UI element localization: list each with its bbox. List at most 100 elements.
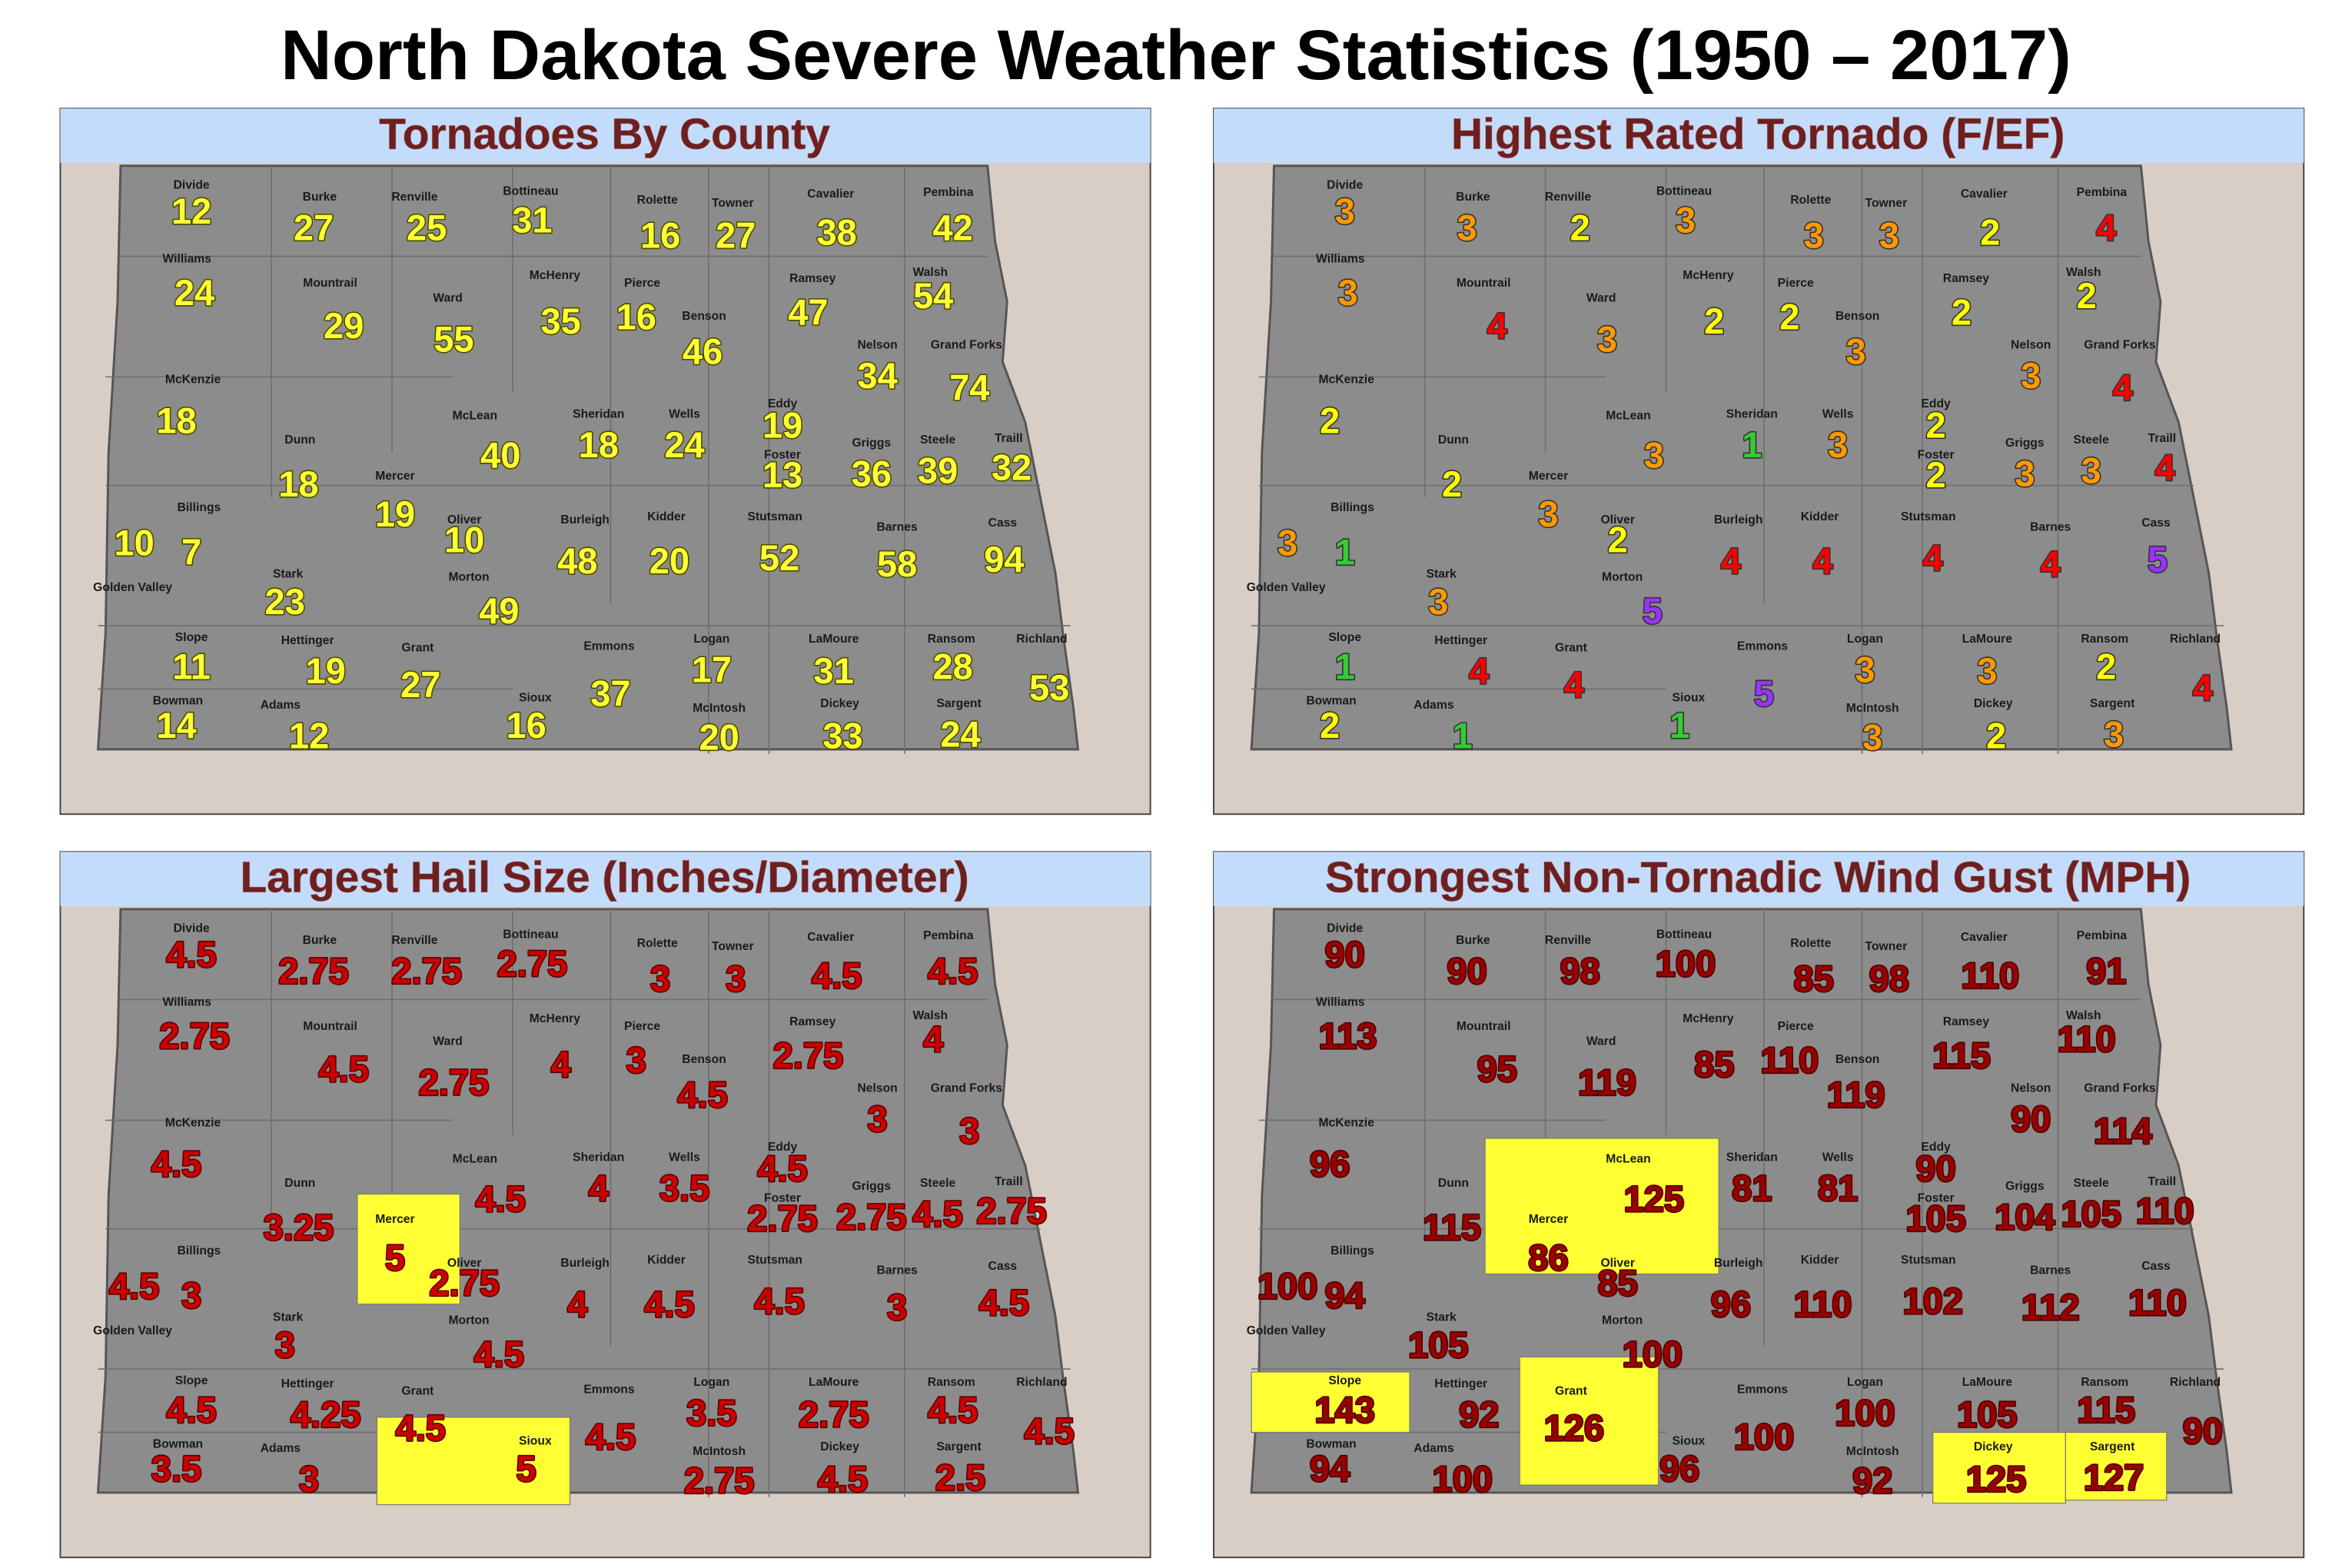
map-panel: Strongest Non-Tornadic Wind Gust (MPH) Di… xyxy=(1213,851,2305,1559)
county-value: 100 xyxy=(1656,943,1716,984)
county-value: 2 xyxy=(2077,275,2097,316)
county-value: 92 xyxy=(1852,1460,1892,1501)
county-value: 2.75 xyxy=(747,1198,818,1238)
county-name: McKenzie xyxy=(1318,373,1374,386)
county-name: Cass xyxy=(2141,1260,2171,1273)
county-name: Renville xyxy=(1545,191,1591,204)
county-value: 100 xyxy=(1835,1392,1895,1433)
county-value: 113 xyxy=(1319,1015,1377,1056)
county-value: 2.75 xyxy=(799,1394,869,1434)
county-value: 3 xyxy=(1846,331,1866,371)
county-value: 110 xyxy=(2128,1282,2187,1323)
county-name: Cavalier xyxy=(1961,931,2008,944)
county-name: Dunn xyxy=(1438,1177,1469,1190)
county-name: Kidder xyxy=(647,1254,686,1267)
county-value: 3 xyxy=(2081,450,2101,490)
county-name: Grant xyxy=(1555,642,1588,655)
county-name: Towner xyxy=(712,940,754,953)
county-value: 2.75 xyxy=(429,1263,500,1304)
county-value: 126 xyxy=(1544,1407,1605,1448)
county-name: Pierce xyxy=(624,277,660,290)
county-value: 95 xyxy=(1477,1048,1517,1089)
county-name: Pierce xyxy=(624,1020,660,1033)
county-name: Wells xyxy=(1822,1151,1854,1164)
county-value: 4.5 xyxy=(912,1193,962,1234)
county-name: Sioux xyxy=(519,1434,552,1447)
county-name: Sheridan xyxy=(573,408,624,421)
county-value: 143 xyxy=(1314,1389,1375,1430)
main-title: North Dakota Severe Weather Statistics (… xyxy=(281,15,2071,95)
county-value: 3 xyxy=(1277,523,1297,563)
title-band xyxy=(60,108,1151,163)
county-name: Foster xyxy=(1918,1192,1955,1205)
county-name: Bowman xyxy=(1306,694,1356,707)
county-value: 3 xyxy=(2021,355,2041,396)
county-name: Foster xyxy=(764,1192,801,1205)
county-name: Grant xyxy=(401,1385,434,1398)
county-value: 3 xyxy=(1597,319,1617,360)
county-name: Sioux xyxy=(1673,1434,1706,1447)
county-name: McLean xyxy=(453,1153,497,1166)
county-name: Pembina xyxy=(2077,929,2128,942)
county-name: Richland xyxy=(1016,633,1067,646)
county-value: 49 xyxy=(479,590,519,631)
county-value: 4 xyxy=(2193,667,2213,708)
county-name: Stark xyxy=(1427,567,1457,580)
county-name: Grand Forks xyxy=(2084,1081,2156,1095)
county-value: 98 xyxy=(1560,951,1600,992)
county-value: 53 xyxy=(1029,667,1069,708)
county-name: Divide xyxy=(1327,922,1363,935)
county-name: McLean xyxy=(453,410,497,423)
panel-title: Tornadoes By County xyxy=(379,111,830,159)
county-name: Williams xyxy=(1316,253,1365,266)
county-name: Ramsey xyxy=(789,272,835,285)
county-name: Kidder xyxy=(1801,1254,1839,1267)
county-name: McIntosh xyxy=(693,1445,746,1458)
county-name: Logan xyxy=(1847,1376,1883,1389)
county-value: 31 xyxy=(814,650,854,691)
county-value: 2 xyxy=(1980,211,2000,252)
county-name: Cavalier xyxy=(807,188,854,201)
county-value: 20 xyxy=(649,540,689,581)
county-name: Slope xyxy=(175,631,208,644)
county-value: 119 xyxy=(1827,1074,1885,1115)
county-name: Slope xyxy=(175,1374,208,1387)
county-value: 4.5 xyxy=(754,1281,804,1321)
county-value: 3 xyxy=(1804,214,1824,255)
county-name: Williams xyxy=(1316,996,1365,1009)
county-value: 47 xyxy=(788,291,828,332)
county-value: 31 xyxy=(512,200,552,241)
county-name: Sargent xyxy=(936,1440,982,1453)
county-value: 1 xyxy=(1335,531,1355,572)
county-name: Emmons xyxy=(1737,1384,1789,1397)
county-value: 58 xyxy=(877,543,917,584)
county-value: 3 xyxy=(726,958,746,998)
county-name: Ransom xyxy=(2081,633,2128,646)
county-value: 100 xyxy=(1257,1266,1318,1307)
county-value: 2.75 xyxy=(391,951,462,992)
county-value: 2 xyxy=(1320,705,1340,746)
county-name: Towner xyxy=(1865,940,1908,953)
county-value: 18 xyxy=(156,400,196,441)
county-name: Renville xyxy=(1545,934,1591,947)
county-value: 81 xyxy=(1732,1168,1772,1208)
county-value: 3 xyxy=(626,1039,646,1080)
county-name: Stark xyxy=(1427,1311,1457,1324)
county-name: Ward xyxy=(1586,1035,1616,1048)
county-value: 19 xyxy=(306,650,346,691)
county-value: 110 xyxy=(1794,1284,1852,1324)
county-value: 2 xyxy=(2096,646,2116,686)
county-value: 2.75 xyxy=(836,1196,907,1237)
county-name: Renville xyxy=(391,934,437,947)
county-name: McIntosh xyxy=(1846,1445,1899,1458)
county-name: Sargent xyxy=(936,697,982,710)
county-value: 27 xyxy=(716,214,756,255)
county-name: McKenzie xyxy=(165,1116,221,1129)
county-value: 23 xyxy=(265,581,305,622)
county-name: Mountrail xyxy=(303,277,357,290)
county-value: 28 xyxy=(933,646,973,686)
county-name: Stutsman xyxy=(1901,1254,1955,1267)
county-name: Benson xyxy=(1835,310,1880,323)
county-value: 54 xyxy=(913,275,953,316)
county-name: Stutsman xyxy=(747,510,802,523)
